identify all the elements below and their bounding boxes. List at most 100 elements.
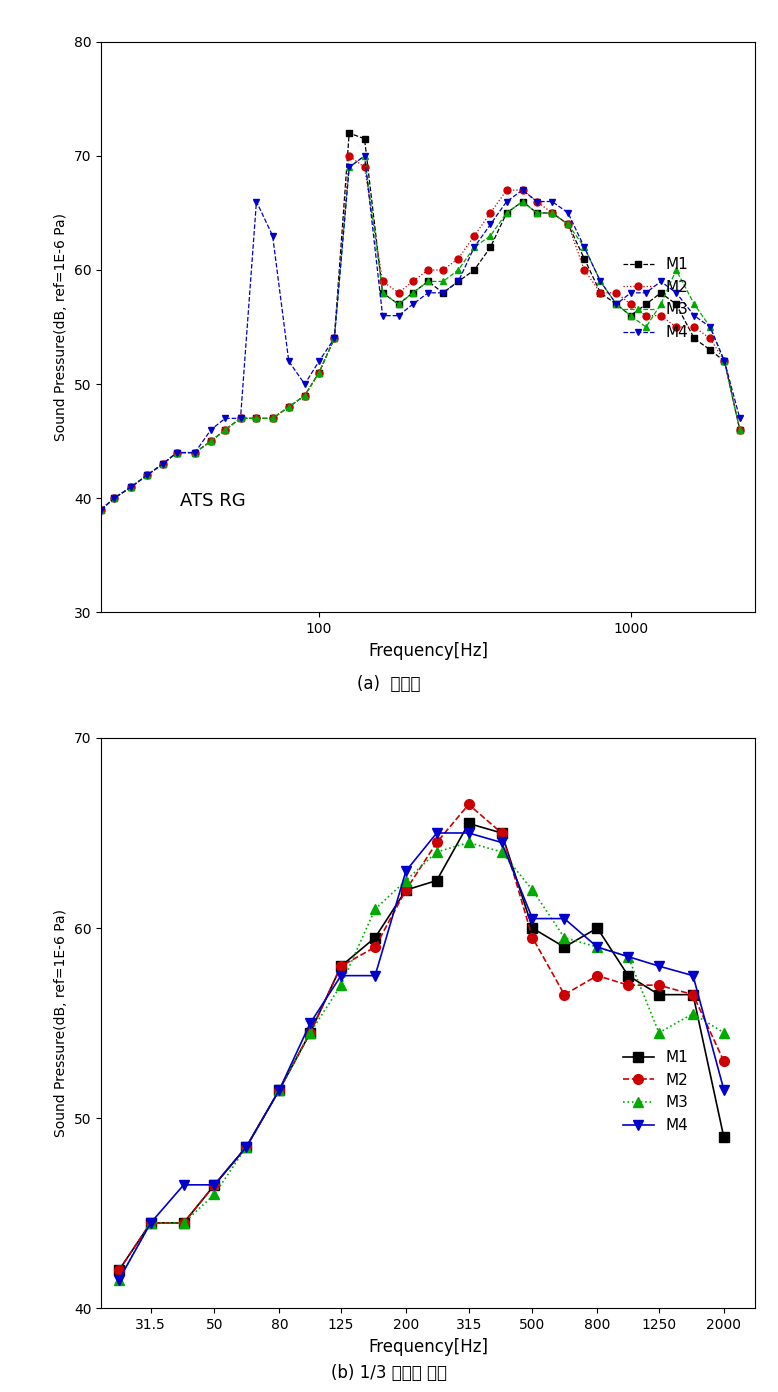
M4	[423, 284, 433, 301]
M2	[378, 273, 387, 290]
M2	[300, 387, 310, 404]
M3	[220, 422, 230, 438]
M1	[210, 1176, 219, 1193]
M4	[671, 284, 681, 301]
M3	[518, 193, 527, 210]
M1	[191, 444, 200, 461]
M4	[454, 273, 463, 290]
M2	[110, 490, 119, 507]
M3	[559, 930, 569, 947]
M1	[330, 330, 339, 347]
M1	[454, 273, 463, 290]
M4	[360, 148, 370, 164]
M1	[548, 205, 557, 221]
X-axis label: Frequency[Hz]: Frequency[Hz]	[368, 1338, 488, 1356]
M3	[378, 284, 387, 301]
M3	[580, 239, 589, 256]
M1	[110, 490, 119, 507]
M4	[432, 824, 441, 841]
M3	[252, 411, 261, 427]
M3	[408, 284, 418, 301]
M4	[401, 863, 411, 880]
M4	[735, 411, 745, 427]
M4	[110, 490, 119, 507]
M4	[470, 239, 479, 256]
Text: (b) 1/3 옥타브 벤드: (b) 1/3 옥타브 벤드	[331, 1364, 447, 1382]
M3	[242, 1139, 251, 1155]
M2	[146, 1215, 156, 1232]
M1	[401, 881, 411, 898]
M3	[191, 444, 200, 461]
M4	[242, 1139, 251, 1155]
M2	[252, 411, 261, 427]
M3	[110, 490, 119, 507]
M4	[654, 958, 664, 974]
M1	[306, 1025, 315, 1041]
M4	[370, 967, 380, 984]
M1	[527, 920, 537, 937]
M4	[191, 444, 200, 461]
Y-axis label: Sound Pressure(dB, ref=1E-6 Pa): Sound Pressure(dB, ref=1E-6 Pa)	[54, 909, 68, 1137]
M4	[580, 239, 589, 256]
M2	[626, 296, 636, 313]
M4	[146, 1215, 156, 1232]
M2	[485, 205, 495, 221]
M1	[470, 262, 479, 278]
M2	[314, 365, 324, 381]
M1	[735, 422, 745, 438]
M3	[497, 844, 506, 860]
M3	[656, 296, 665, 313]
M1	[485, 239, 495, 256]
M4	[300, 376, 310, 393]
M1	[96, 501, 106, 518]
M4	[172, 444, 181, 461]
M1	[654, 987, 664, 1004]
M2	[559, 987, 569, 1004]
M1	[720, 354, 729, 370]
M1	[502, 205, 511, 221]
M3	[210, 1186, 219, 1203]
M2	[689, 319, 699, 335]
M1	[142, 468, 152, 484]
M4	[314, 354, 324, 370]
M1	[146, 1215, 156, 1232]
M4	[518, 182, 527, 199]
M1	[275, 1082, 284, 1098]
M4	[559, 910, 569, 927]
M3	[689, 1005, 698, 1022]
M1	[179, 1215, 188, 1232]
M4	[252, 193, 261, 210]
M3	[689, 296, 699, 313]
M2	[470, 227, 479, 244]
M2	[158, 455, 167, 472]
M4	[593, 938, 602, 955]
M4	[532, 193, 541, 210]
M4	[641, 284, 650, 301]
M3	[394, 296, 403, 313]
M1	[314, 365, 324, 381]
M3	[593, 938, 602, 955]
M2	[330, 330, 339, 347]
M3	[654, 1025, 664, 1041]
M1	[423, 273, 433, 290]
Y-axis label: Sound Pressure(dB, ref=1E-6 Pa): Sound Pressure(dB, ref=1E-6 Pa)	[54, 213, 68, 441]
M1	[641, 296, 650, 313]
M4	[626, 284, 636, 301]
M1	[623, 967, 633, 984]
M4	[220, 411, 230, 427]
Text: ATS RG: ATS RG	[180, 491, 245, 509]
M3	[626, 308, 636, 324]
M2	[596, 284, 605, 301]
M3	[300, 387, 310, 404]
M2	[671, 319, 681, 335]
M4	[689, 308, 699, 324]
M2	[370, 938, 380, 955]
M3	[485, 227, 495, 244]
M3	[360, 148, 370, 164]
M2	[532, 193, 541, 210]
M2	[464, 796, 473, 813]
M2	[408, 273, 418, 290]
Line: M4: M4	[114, 828, 729, 1285]
M1	[580, 251, 589, 267]
M2	[527, 930, 537, 947]
